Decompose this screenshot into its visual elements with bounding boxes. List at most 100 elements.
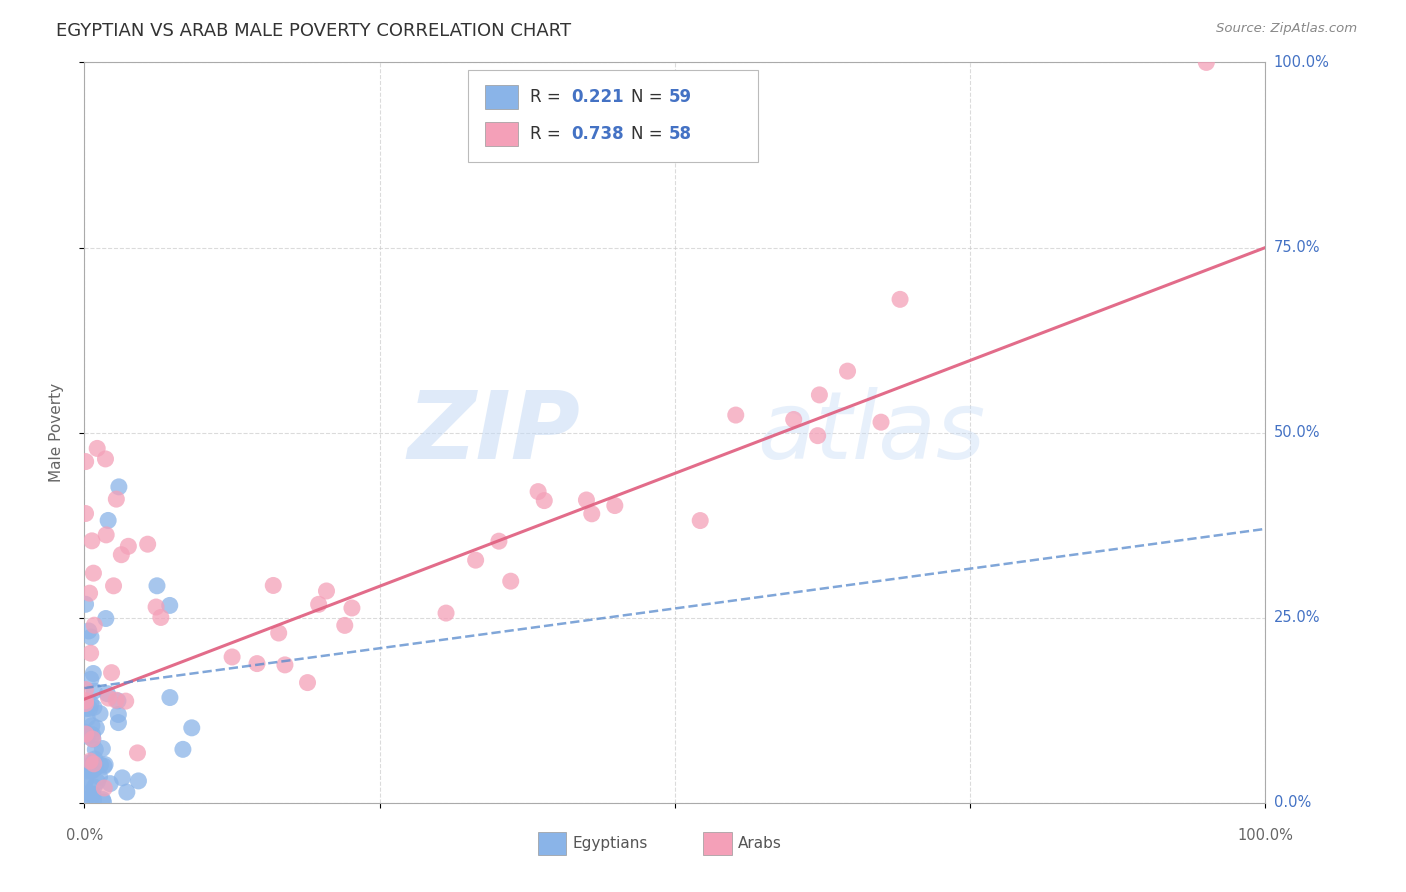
Point <box>94 611 117 625</box>
Point <box>96 528 118 542</box>
Point <box>107 707 129 722</box>
Point <box>1195 55 1218 70</box>
Point <box>79 791 101 805</box>
Point <box>146 579 169 593</box>
Point <box>75 727 97 741</box>
Point <box>84 742 107 756</box>
Point <box>83 618 105 632</box>
Point <box>76 729 98 743</box>
Point <box>180 721 202 735</box>
Point <box>603 499 626 513</box>
Point <box>115 785 138 799</box>
Point <box>94 451 117 466</box>
Point <box>91 741 114 756</box>
Point <box>105 693 128 707</box>
Point <box>107 694 129 708</box>
Text: 58: 58 <box>669 125 692 144</box>
Point <box>77 786 100 800</box>
Point <box>105 492 128 507</box>
Text: N =: N = <box>631 125 668 144</box>
Point <box>75 701 97 715</box>
Point <box>262 578 284 592</box>
Text: 25.0%: 25.0% <box>1274 610 1320 625</box>
Point <box>83 700 105 714</box>
Point <box>79 646 101 660</box>
Point <box>689 514 711 528</box>
Point <box>488 534 510 549</box>
Point <box>89 770 111 784</box>
Point <box>127 773 149 788</box>
Text: Arabs: Arabs <box>738 836 782 851</box>
FancyBboxPatch shape <box>538 832 567 855</box>
Point <box>724 408 747 422</box>
Point <box>75 694 97 708</box>
Point <box>75 773 97 788</box>
Text: N =: N = <box>631 88 668 106</box>
Point <box>96 687 118 701</box>
Point <box>117 539 139 553</box>
Point <box>75 772 97 787</box>
Point <box>77 764 100 778</box>
Point <box>89 706 111 721</box>
Point <box>111 771 134 785</box>
Text: atlas: atlas <box>758 387 986 478</box>
Point <box>91 792 114 806</box>
Point <box>77 759 100 773</box>
Text: R =: R = <box>530 125 565 144</box>
Point <box>308 598 330 612</box>
Point <box>100 665 122 680</box>
Point <box>79 701 101 715</box>
Text: 0.0%: 0.0% <box>1274 796 1310 810</box>
Point <box>127 746 149 760</box>
Text: 100.0%: 100.0% <box>1237 828 1294 843</box>
Point <box>82 728 104 742</box>
Point <box>808 388 831 402</box>
Point <box>837 364 859 378</box>
Point <box>86 774 108 789</box>
Point <box>464 553 486 567</box>
Point <box>86 721 108 735</box>
Y-axis label: Male Poverty: Male Poverty <box>49 383 63 483</box>
Point <box>93 795 115 809</box>
Point <box>98 777 121 791</box>
FancyBboxPatch shape <box>468 70 758 162</box>
Point <box>75 454 97 468</box>
Point <box>97 513 120 527</box>
Point <box>80 630 103 644</box>
Point <box>807 428 830 442</box>
Point <box>315 584 337 599</box>
Point <box>93 759 115 773</box>
Point <box>79 754 101 768</box>
Point <box>77 624 100 638</box>
Text: 0.0%: 0.0% <box>66 828 103 843</box>
Text: 0.221: 0.221 <box>571 88 624 106</box>
Point <box>274 657 297 672</box>
Point <box>75 597 97 611</box>
Text: R =: R = <box>530 88 565 106</box>
FancyBboxPatch shape <box>485 122 517 146</box>
Point <box>97 691 120 706</box>
Point <box>93 780 115 795</box>
Point <box>159 690 181 705</box>
Point <box>159 599 181 613</box>
Point <box>75 682 97 697</box>
Point <box>114 694 136 708</box>
Point <box>221 650 243 665</box>
Text: ZIP: ZIP <box>408 386 581 479</box>
Point <box>340 601 363 615</box>
Point <box>82 731 104 746</box>
Point <box>83 756 105 771</box>
Point <box>76 711 98 725</box>
Point <box>83 780 105 794</box>
Point <box>80 788 103 802</box>
Point <box>75 697 97 711</box>
Point <box>434 606 457 620</box>
Point <box>83 793 105 807</box>
Point <box>110 548 132 562</box>
Point <box>82 566 104 581</box>
Point <box>533 493 555 508</box>
Text: EGYPTIAN VS ARAB MALE POVERTY CORRELATION CHART: EGYPTIAN VS ARAB MALE POVERTY CORRELATIO… <box>56 22 571 40</box>
Text: Egyptians: Egyptians <box>572 836 648 851</box>
Point <box>83 752 105 766</box>
Point <box>75 725 97 739</box>
